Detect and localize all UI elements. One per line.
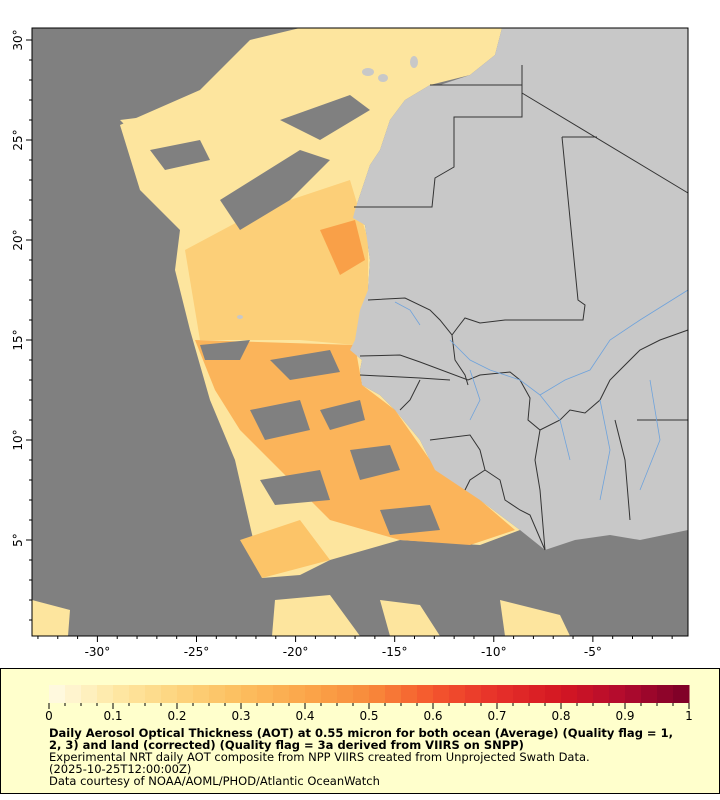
colorbar-cell	[529, 685, 546, 703]
colorbar-cell	[321, 685, 338, 703]
colorbar-cell	[241, 685, 258, 703]
colorbar-cell	[193, 685, 210, 703]
colorbar-cell	[497, 685, 514, 703]
colorbar-cell	[641, 685, 658, 703]
colorbar-tick-label: 0.4	[295, 709, 314, 723]
colorbar-cell	[273, 685, 290, 703]
legend-credit: Data courtesy of NOAA/AOML/PHOD/Atlantic…	[49, 774, 380, 788]
legend-panel: 0 0.1 0.2 0.3 0.4 0.5 0.6 0.7 0.8 0.9 1 Daily Aero…	[0, 668, 720, 794]
colorbar-cell	[513, 685, 530, 703]
lat-tick-label: 20°	[11, 229, 25, 250]
aot-map[interactable]: -30° -25° -20° -15° -10° -5° 30° 25° 20° 15° 10° 5°	[0, 0, 720, 668]
colorbar-cell	[81, 685, 98, 703]
colorbar-cell	[129, 685, 146, 703]
colorbar-tick-label: 0.3	[231, 709, 250, 723]
lon-tick-label: -30°	[85, 645, 111, 659]
lat-tick-label: 30°	[11, 29, 25, 50]
colorbar-cell	[113, 685, 130, 703]
colorbar-cell	[161, 685, 178, 703]
lat-tick-label: 10°	[11, 429, 25, 450]
colorbar-cell	[673, 685, 690, 703]
colorbar-cell	[225, 685, 242, 703]
colorbar-cell	[657, 685, 674, 703]
colorbar-tick-label: 0.6	[423, 709, 442, 723]
colorbar-tick-label: 1	[685, 709, 693, 723]
colorbar-cell	[177, 685, 194, 703]
colorbar-cell	[609, 685, 626, 703]
colorbar-cell	[577, 685, 594, 703]
cloud-gaps	[150, 95, 440, 535]
legend-date: (2025-10-25T12:00:00Z)	[49, 762, 192, 776]
colorbar-cell	[209, 685, 226, 703]
colorbar: 0 0.1 0.2 0.3 0.4 0.5 0.6 0.7 0.8 0.9 1	[45, 685, 693, 723]
colorbar-cell	[353, 685, 370, 703]
island-patches	[237, 56, 418, 319]
colorbar-tick-label: 0.8	[551, 709, 570, 723]
colorbar-cell	[401, 685, 418, 703]
colorbar-cell	[481, 685, 498, 703]
colorbar-cell	[289, 685, 306, 703]
lon-tick-label: -25°	[184, 645, 210, 659]
colorbar-cell	[465, 685, 482, 703]
colorbar-cell	[257, 685, 274, 703]
colorbar-cell	[545, 685, 562, 703]
colorbar-cell	[369, 685, 386, 703]
colorbar-cell	[433, 685, 450, 703]
lat-tick-label: 25°	[11, 129, 25, 150]
colorbar-cell	[337, 685, 354, 703]
lon-tick-label: -10°	[481, 645, 507, 659]
colorbar-tick-label: 0.1	[103, 709, 122, 723]
colorbar-cell	[561, 685, 578, 703]
legend-description: Experimental NRT daily AOT composite fro…	[49, 750, 590, 764]
country-borders	[354, 65, 689, 551]
colorbar-cell	[49, 685, 66, 703]
colorbar-tick-label: 0.2	[167, 709, 186, 723]
colorbar-cell	[65, 685, 82, 703]
colorbar-cell	[449, 685, 466, 703]
colorbar-cell	[145, 685, 162, 703]
map-axes: -30° -25° -20° -15° -10° -5° 30° 25° 20° 15° 10° 5°	[11, 29, 673, 659]
aot-swath	[32, 28, 570, 636]
legend-title: Daily Aerosol Optical Thickness (AOT) at…	[49, 726, 673, 752]
colorbar-cell	[385, 685, 402, 703]
lat-tick-label: 5°	[11, 533, 25, 547]
rivers	[394, 289, 689, 501]
colorbar-tick-label: 0.5	[359, 709, 378, 723]
colorbar-cell	[593, 685, 610, 703]
map-frame	[31, 27, 689, 637]
colorbar-cell	[417, 685, 434, 703]
colorbar-tick-label: 0	[45, 709, 53, 723]
lat-tick-label: 15°	[11, 329, 25, 350]
lon-tick-label: -15°	[382, 645, 408, 659]
lon-tick-label: -5°	[584, 645, 602, 659]
colorbar-tick-label: 0.9	[615, 709, 634, 723]
colorbar-tick-label: 0.7	[487, 709, 506, 723]
lon-tick-label: -20°	[283, 645, 309, 659]
colorbar-cell	[305, 685, 322, 703]
colorbar-cell	[625, 685, 642, 703]
colorbar-cell	[97, 685, 114, 703]
